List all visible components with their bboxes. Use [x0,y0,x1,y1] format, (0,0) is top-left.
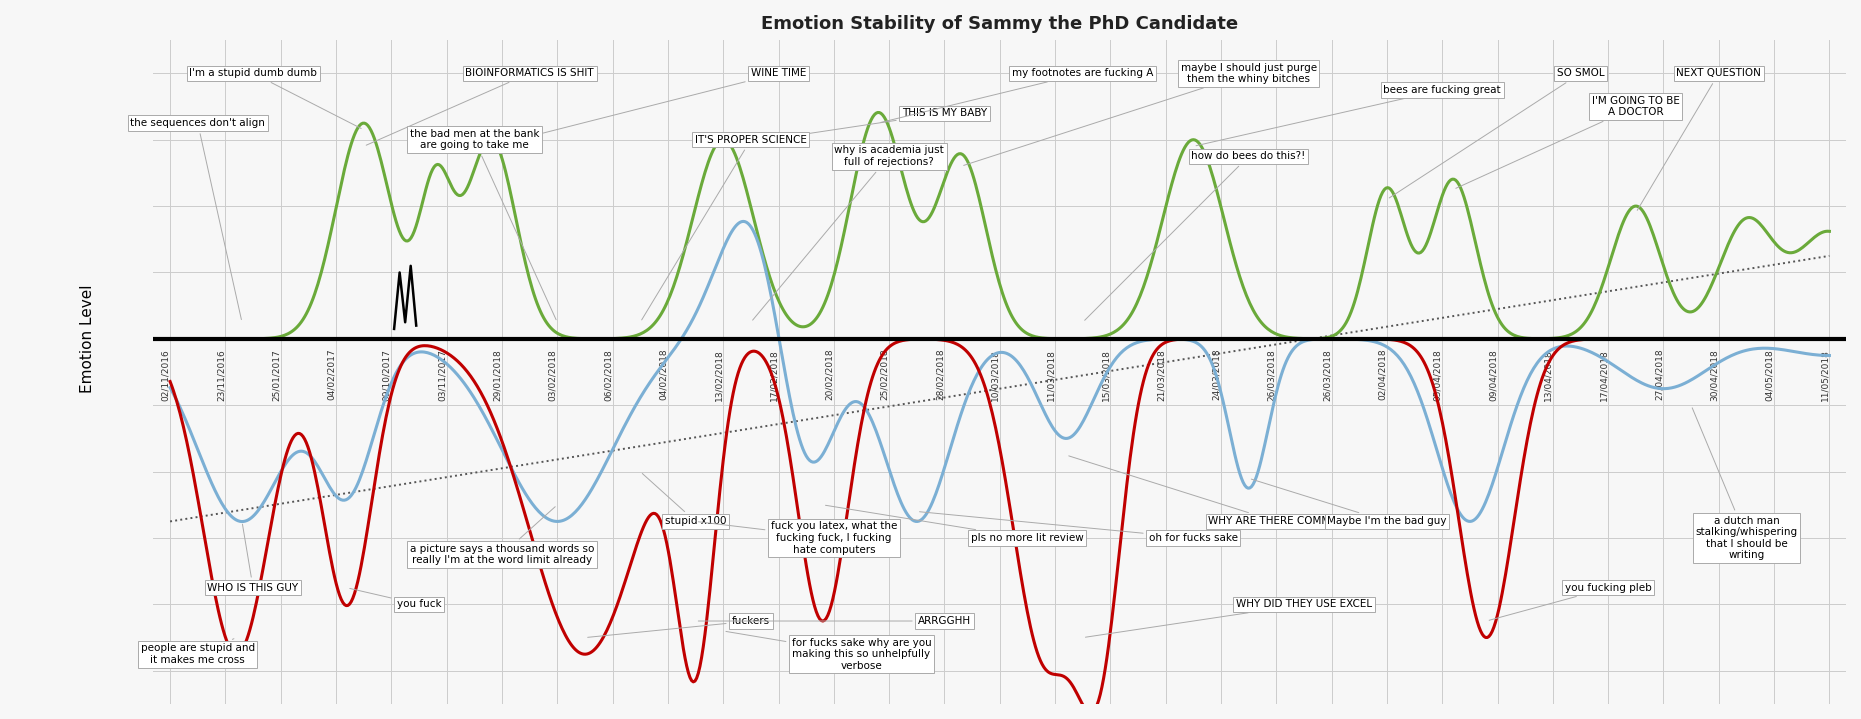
Text: 25/01/2017: 25/01/2017 [272,349,281,400]
Text: the sequences don't align: the sequences don't align [130,118,264,319]
Text: Maybe I'm the bad guy: Maybe I'm the bad guy [1251,479,1446,526]
Text: 21/03/2018: 21/03/2018 [1158,349,1165,400]
Text: for fucks sake why are you
making this so unhelpfully
verbose: for fucks sake why are you making this s… [726,631,930,671]
Text: why is academia just
full of rejections?: why is academia just full of rejections? [752,145,944,320]
Text: 17/04/2018: 17/04/2018 [1599,349,1608,400]
Text: 02/11/2016: 02/11/2016 [162,349,169,400]
Text: 11/05/2018: 11/05/2018 [1820,349,1829,400]
Text: a picture says a thousand words so
really I'm at the word limit already: a picture says a thousand words so reall… [409,507,594,565]
Text: you fucking pleb: you fucking pleb [1489,583,1651,620]
Text: 02/04/2018: 02/04/2018 [1377,349,1386,400]
Text: THIS IS MY BABY: THIS IS MY BABY [726,108,986,146]
Text: 25/02/2018: 25/02/2018 [880,349,890,400]
Text: 09/04/2018: 09/04/2018 [1489,349,1498,400]
Text: 06/02/2018: 06/02/2018 [603,349,612,400]
Text: pls no more lit review: pls no more lit review [826,505,1083,543]
Text: 17/02/2018: 17/02/2018 [769,349,778,400]
Text: 11/03/2018: 11/03/2018 [1046,349,1055,400]
Text: 27/04/2018: 27/04/2018 [1654,349,1664,400]
Text: 13/04/2018: 13/04/2018 [1545,349,1552,400]
Text: IT'S PROPER SCIENCE: IT'S PROPER SCIENCE [642,134,808,320]
Text: oh for fucks sake: oh for fucks sake [919,512,1238,543]
Text: 20/02/2018: 20/02/2018 [824,349,834,400]
Text: WHY ARE THERE COMMAS: WHY ARE THERE COMMAS [1068,456,1344,526]
Text: 29/01/2018: 29/01/2018 [493,349,502,400]
Text: 09/10/2017: 09/10/2017 [382,349,391,400]
Text: WHO IS THIS GUY: WHO IS THIS GUY [207,524,298,593]
Text: 10/03/2018: 10/03/2018 [990,349,999,400]
Text: maybe I should just purge
them the whiny bitches: maybe I should just purge them the whiny… [964,63,1318,165]
Text: people are stupid and
it makes me cross: people are stupid and it makes me cross [141,638,255,665]
Text: NEXT QUESTION: NEXT QUESTION [1638,68,1761,211]
Text: you fuck: you fuck [350,588,441,610]
Text: 24/03/2018: 24/03/2018 [1212,349,1221,400]
Text: 26/03/2018: 26/03/2018 [1267,349,1277,400]
Text: stupid x100: stupid x100 [642,474,726,526]
Text: bees are fucking great: bees are fucking great [1197,85,1502,146]
Text: 04/02/2017: 04/02/2017 [328,349,337,400]
Text: fuck you latex, what the
fucking fuck, I fucking
hate computers: fuck you latex, what the fucking fuck, I… [698,521,897,554]
Text: BIOINFORMATICS IS SHIT: BIOINFORMATICS IS SHIT [367,68,594,145]
Text: ARRGGHH: ARRGGHH [698,616,971,626]
Text: WINE TIME: WINE TIME [493,68,806,146]
Text: 28/02/2018: 28/02/2018 [936,349,944,400]
Title: Emotion Stability of Sammy the PhD Candidate: Emotion Stability of Sammy the PhD Candi… [761,15,1238,33]
Text: Emotion Level: Emotion Level [80,285,95,393]
Text: SO SMOL: SO SMOL [1390,68,1604,198]
Text: the bad men at the bank
are going to take me: the bad men at the bank are going to tak… [409,129,556,320]
Text: a dutch man
stalking/whispering
that I should be
writing: a dutch man stalking/whispering that I s… [1692,408,1798,560]
Text: 03/11/2017: 03/11/2017 [437,349,447,400]
Text: WHY DID THEY USE EXCEL: WHY DID THEY USE EXCEL [1085,600,1372,637]
Text: 26/03/2018: 26/03/2018 [1323,349,1332,400]
Text: fuckers: fuckers [588,616,770,637]
Text: 15/03/2018: 15/03/2018 [1102,349,1111,400]
Text: how do bees do this?!: how do bees do this?! [1085,151,1306,320]
Text: 05/04/2018: 05/04/2018 [1433,349,1442,400]
Text: 30/04/2018: 30/04/2018 [1710,349,1720,400]
Text: 04/05/2018: 04/05/2018 [1764,349,1774,400]
Text: I'm a stupid dumb dumb: I'm a stupid dumb dumb [190,68,361,129]
Text: 04/02/2018: 04/02/2018 [659,349,668,400]
Text: 23/11/2016: 23/11/2016 [216,349,225,400]
Text: 13/02/2018: 13/02/2018 [715,349,724,400]
Text: I'M GOING TO BE
A DOCTOR: I'M GOING TO BE A DOCTOR [1455,96,1680,188]
Text: my footnotes are fucking A: my footnotes are fucking A [880,68,1154,122]
Text: 03/02/2018: 03/02/2018 [549,349,556,400]
